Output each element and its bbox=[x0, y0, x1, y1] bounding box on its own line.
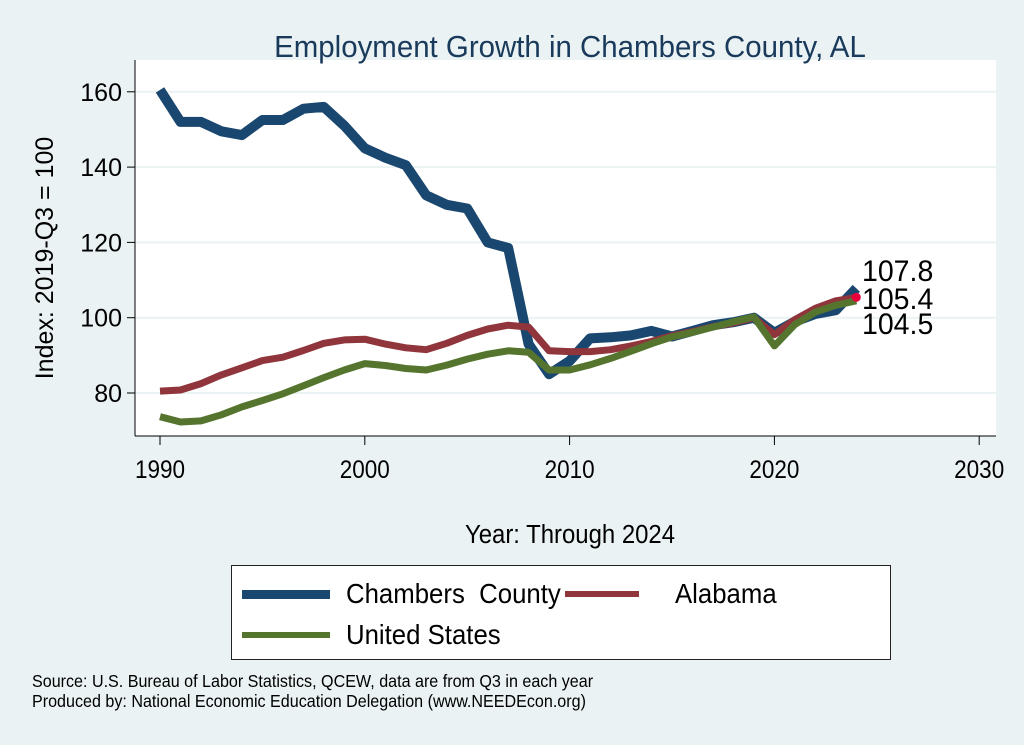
y-ticks: 80 100 120 140 160 bbox=[80, 79, 135, 408]
legend-item-chambers: Chambers County bbox=[242, 578, 579, 610]
x-tick-label: 1990 bbox=[135, 456, 185, 484]
end-label-chambers: 107.8 bbox=[862, 255, 933, 288]
x-tick-label: 2030 bbox=[954, 456, 1004, 484]
x-tick-label: 2020 bbox=[749, 456, 799, 484]
y-tick-label: 100 bbox=[80, 305, 122, 333]
legend-swatch-alabama bbox=[565, 591, 639, 597]
x-ticks: 1990 2000 2010 2020 2030 bbox=[135, 436, 1004, 484]
end-label-alabama: 105.4 bbox=[862, 283, 933, 316]
source-text: Source: U.S. Bureau of Labor Statistics,… bbox=[32, 671, 594, 691]
source-notes: Source: U.S. Bureau of Labor Statistics,… bbox=[32, 671, 593, 711]
series-line-united_states bbox=[159, 297, 858, 426]
legend-item-united-states: United States bbox=[242, 619, 514, 651]
end-marker-alabama bbox=[851, 292, 861, 302]
y-tick-label: 160 bbox=[80, 79, 122, 107]
produced-by-text: Produced by: National Economic Education… bbox=[32, 691, 586, 711]
legend-label-united-states: United States bbox=[346, 619, 501, 650]
chart-title: Employment Growth in Chambers County, AL bbox=[274, 30, 866, 64]
y-axis-label: Index: 2019-Q3 = 100 bbox=[31, 137, 59, 380]
series-united_states bbox=[159, 297, 858, 426]
legend-label-chambers: Chambers County bbox=[346, 578, 561, 609]
x-tick-label: 2010 bbox=[545, 456, 595, 484]
series-layer bbox=[155, 87, 861, 426]
y-tick-label: 80 bbox=[94, 380, 122, 408]
legend: Chambers County Alabama United States bbox=[231, 565, 891, 660]
legend-swatch-united-states bbox=[242, 632, 330, 638]
legend-swatch-chambers bbox=[242, 589, 330, 599]
x-axis-label: Year: Through 2024 bbox=[465, 520, 675, 549]
legend-label-alabama: Alabama bbox=[675, 578, 777, 609]
x-tick-label: 2000 bbox=[340, 456, 390, 484]
legend-item-alabama: Alabama bbox=[565, 578, 786, 610]
y-tick-label: 120 bbox=[80, 229, 122, 257]
y-tick-label: 140 bbox=[80, 154, 122, 182]
end-label-united_states: 104.5 bbox=[862, 308, 933, 341]
